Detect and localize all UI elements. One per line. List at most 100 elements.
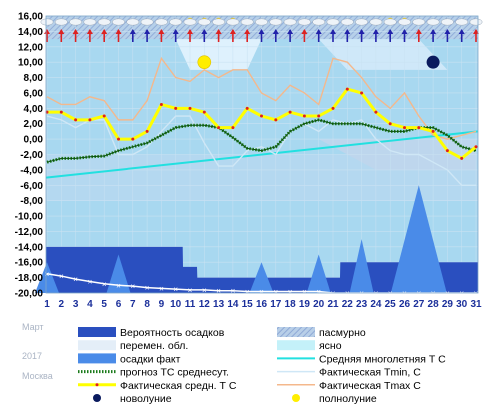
y-tick-label: -14,00 [15,242,44,253]
fact-avg-point [117,137,120,141]
swatch-yellow-dot [95,383,99,387]
x-tick-label: 18 [285,299,297,310]
snow-marker: × [288,287,293,296]
precip-fact-peak [306,254,331,293]
snow-marker: × [202,286,207,295]
cloud-icon [369,18,383,26]
legend-item-label: Фактическая Tmin, С [319,367,421,379]
fact-avg-point [288,110,292,114]
precip-fact-group [35,185,447,293]
x-tick-label: 7 [130,299,136,310]
x-tick-label: 17 [270,299,282,310]
wind-arrow-head-icon [158,29,165,34]
snow-marker: × [302,287,307,296]
wind-arrow-head-icon [344,29,351,34]
legend-item-label: Фактическая средн. Т С [120,380,237,392]
snow-marker: × [188,286,193,295]
series-forecast-avg-core [46,119,477,163]
x-tick-label: 12 [199,299,211,310]
y-tick-label: 0,00 [24,135,44,146]
cloud-icon [326,18,340,26]
weather-icon-row [40,17,483,26]
snow-marker: × [359,289,364,298]
snow-marker: × [388,289,393,298]
wind-arrow-head-icon [330,29,336,34]
snow-marker: × [173,285,178,294]
fact-avg-point [188,106,192,110]
fact-avg-point [159,102,163,106]
cloud-icon [212,18,226,26]
cloud-icon [126,18,140,26]
fact-avg-point [274,118,278,122]
swatch-dark-blue [78,327,116,337]
cloud-icon [154,18,168,26]
snow-marker: × [316,287,321,296]
full-moon-marker [197,55,212,69]
x-tick-label: 16 [256,299,268,310]
snow-marker: × [459,289,464,298]
y-tick-label: -6,00 [20,181,43,192]
snow-marker: × [88,277,93,286]
fact-avg-point [59,110,63,114]
new-moon-marker [426,55,440,69]
x-tick-label: 13 [213,299,225,310]
cloud-icon [297,18,311,26]
snow-marker: × [273,287,278,296]
plot-frame [45,15,479,294]
x-tick-label: 19 [299,299,311,310]
precip-fact-peak [390,185,447,293]
cloud-icon [398,18,411,26]
swatch-blue [78,353,116,364]
wind-arrow-head-icon [129,29,136,34]
wind-arrow-head-icon [301,29,308,34]
wind-arrow-row [44,29,479,42]
wind-arrow-head-icon [473,29,479,34]
swatch-cyan [277,340,315,351]
wind-arrow-head-icon [430,29,437,34]
legend-item-label: прогноз ТС среднесут. [120,367,229,379]
wind-arrow-head-icon [287,29,294,34]
cloud-icon [255,18,268,26]
x-tick-label: 24 [370,299,382,310]
x-tick-label: 20 [313,299,325,310]
swatch-light [78,340,116,351]
fact-avg-point [417,126,421,130]
wind-arrow-head-icon [229,29,236,34]
cloud-icon [112,18,125,26]
fact-avg-point [231,126,235,130]
wind-arrow-head-icon [86,29,93,34]
snow-marker: × [245,287,250,296]
legend-meta-text: Март [22,322,44,332]
cloud-icon [469,18,483,26]
wind-arrow-head-icon [372,29,379,34]
cloud-icon [283,18,297,26]
cloud-icon [340,18,354,26]
fact-avg-point [245,106,249,110]
y-tick-label: 6,00 [24,88,44,99]
legend-item-label: осадки факт [120,353,181,365]
cloud-icon [183,18,197,26]
swatch-hatched [277,327,315,337]
fact-avg-point [174,106,178,110]
fact-avg-point [460,156,464,160]
snow-marker: × [159,284,164,293]
legend-meta-text: Москва [22,371,53,381]
x-tick-label: 27 [413,299,425,310]
legend-item-label: Вероятность осадков [120,327,225,339]
wind-arrow-head-icon [387,29,394,34]
cloud-icon [40,18,54,26]
x-tick-label: 26 [399,299,411,310]
y-tick-label: -20,00 [15,289,44,300]
y-tick-label: 10,00 [18,58,43,69]
snow-marker: × [431,289,436,298]
cloud-icon [197,18,211,26]
wind-arrow-head-icon [187,29,193,34]
cloud-icon [455,18,469,26]
fact-avg-point [74,118,78,122]
y-tick-label: -18,00 [15,273,44,284]
snow-marker: × [331,289,336,298]
full-moon-icon [292,394,300,402]
precip-fact-peak [349,239,374,293]
legend: Март 2017 Москва Вероятность осадков пасмурн… [22,316,474,406]
